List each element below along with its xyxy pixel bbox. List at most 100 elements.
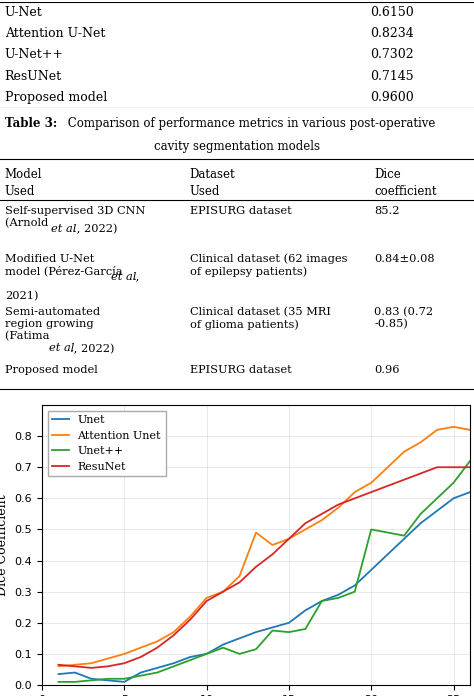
Unet (451, 494, 456, 503)
Text: Attention U-Net: Attention U-Net (5, 27, 105, 40)
Unet++ (89, 676, 94, 684)
ResuNet (302, 519, 308, 528)
Attention Unet (352, 488, 357, 496)
ResuNet (270, 550, 275, 558)
Unet++ (171, 662, 176, 670)
Unet++ (187, 656, 193, 664)
Attention Unet (467, 426, 473, 434)
Text: U-Net++: U-Net++ (5, 49, 64, 61)
Attention Unet (302, 525, 308, 534)
Text: 0.8234: 0.8234 (370, 27, 413, 40)
Unet++ (204, 649, 210, 658)
Unet (385, 550, 391, 558)
ResuNet (187, 615, 193, 624)
Attention Unet (270, 541, 275, 549)
Attention Unet (105, 654, 111, 663)
Text: 0.6150: 0.6150 (370, 6, 413, 19)
Attention Unet (401, 448, 407, 456)
Attention Unet (385, 463, 391, 471)
Text: Proposed model: Proposed model (5, 365, 98, 375)
Unet (220, 640, 226, 649)
Text: 0.9600: 0.9600 (370, 91, 413, 104)
Text: cavity segmentation models: cavity segmentation models (154, 140, 320, 152)
Unet++ (385, 528, 391, 537)
ResuNet (204, 597, 210, 606)
Attention Unet (138, 644, 144, 652)
ResuNet (89, 664, 94, 672)
Unet++ (121, 674, 127, 683)
Unet (434, 507, 440, 515)
Unet (121, 678, 127, 686)
Text: et al: et al (111, 272, 137, 282)
Line: Unet: Unet (58, 492, 470, 682)
Text: 2021): 2021) (5, 290, 38, 301)
ResuNet (171, 631, 176, 640)
Text: Modified U-Net
model (Pérez-García: Modified U-Net model (Pérez-García (5, 254, 126, 276)
Text: Semi-automated
region growing
(Fatima: Semi-automated region growing (Fatima (5, 308, 100, 341)
Text: Used: Used (5, 184, 35, 198)
Text: ResUNet: ResUNet (5, 70, 62, 83)
Unet++ (336, 594, 341, 602)
Text: Model: Model (5, 168, 42, 181)
Unet (368, 566, 374, 574)
Unet (204, 649, 210, 658)
Unet++ (286, 628, 292, 636)
Text: 0.84±0.08: 0.84±0.08 (374, 254, 435, 264)
Line: Attention Unet: Attention Unet (58, 427, 470, 666)
Unet (467, 488, 473, 496)
ResuNet (121, 659, 127, 667)
Unet++ (401, 532, 407, 540)
Text: 0.7302: 0.7302 (370, 49, 413, 61)
Unet++ (434, 494, 440, 503)
Attention Unet (319, 516, 325, 524)
Unet++ (155, 668, 160, 677)
Attention Unet (336, 503, 341, 512)
Attention Unet (220, 587, 226, 596)
ResuNet (155, 644, 160, 652)
Text: Used: Used (190, 184, 220, 198)
Text: coefficient: coefficient (374, 184, 437, 198)
Text: 0.7145: 0.7145 (370, 70, 413, 83)
ResuNet (105, 662, 111, 670)
Text: Comparison of performance metrics in various post-operative: Comparison of performance metrics in var… (64, 117, 435, 130)
Unet++ (237, 649, 242, 658)
Unet++ (451, 479, 456, 487)
ResuNet (237, 578, 242, 587)
Unet (155, 664, 160, 672)
Text: .,: ., (133, 272, 140, 282)
Unet (237, 634, 242, 642)
Unet++ (55, 678, 61, 686)
Unet (286, 619, 292, 627)
Text: Table 3:: Table 3: (5, 117, 57, 130)
Text: 0.96: 0.96 (374, 365, 400, 375)
ResuNet (55, 661, 61, 669)
Text: Clinical dataset (62 images
of epilepsy patients): Clinical dataset (62 images of epilepsy … (190, 254, 347, 276)
ResuNet (352, 494, 357, 503)
Text: U-Net: U-Net (5, 6, 43, 19)
Attention Unet (121, 649, 127, 658)
ResuNet (319, 509, 325, 518)
ResuNet (434, 463, 440, 471)
Unet (89, 674, 94, 683)
Unet (105, 676, 111, 684)
Text: Dice: Dice (374, 168, 401, 181)
Text: 0.83 (0.72
-0.85): 0.83 (0.72 -0.85) (374, 308, 434, 330)
Unet (418, 519, 423, 528)
Attention Unet (237, 572, 242, 580)
ResuNet (72, 662, 78, 670)
Unet++ (352, 587, 357, 596)
Attention Unet (204, 594, 210, 602)
Unet (72, 668, 78, 677)
Unet (187, 653, 193, 661)
Line: Unet++: Unet++ (58, 461, 470, 682)
Unet++ (418, 509, 423, 518)
Unet++ (302, 625, 308, 633)
Unet (55, 670, 61, 679)
Text: et al: et al (49, 344, 74, 354)
Text: ., 2022): ., 2022) (70, 344, 115, 354)
Unet++ (72, 678, 78, 686)
Attention Unet (55, 662, 61, 670)
Unet (253, 628, 259, 636)
Unet++ (253, 645, 259, 654)
ResuNet (336, 500, 341, 509)
